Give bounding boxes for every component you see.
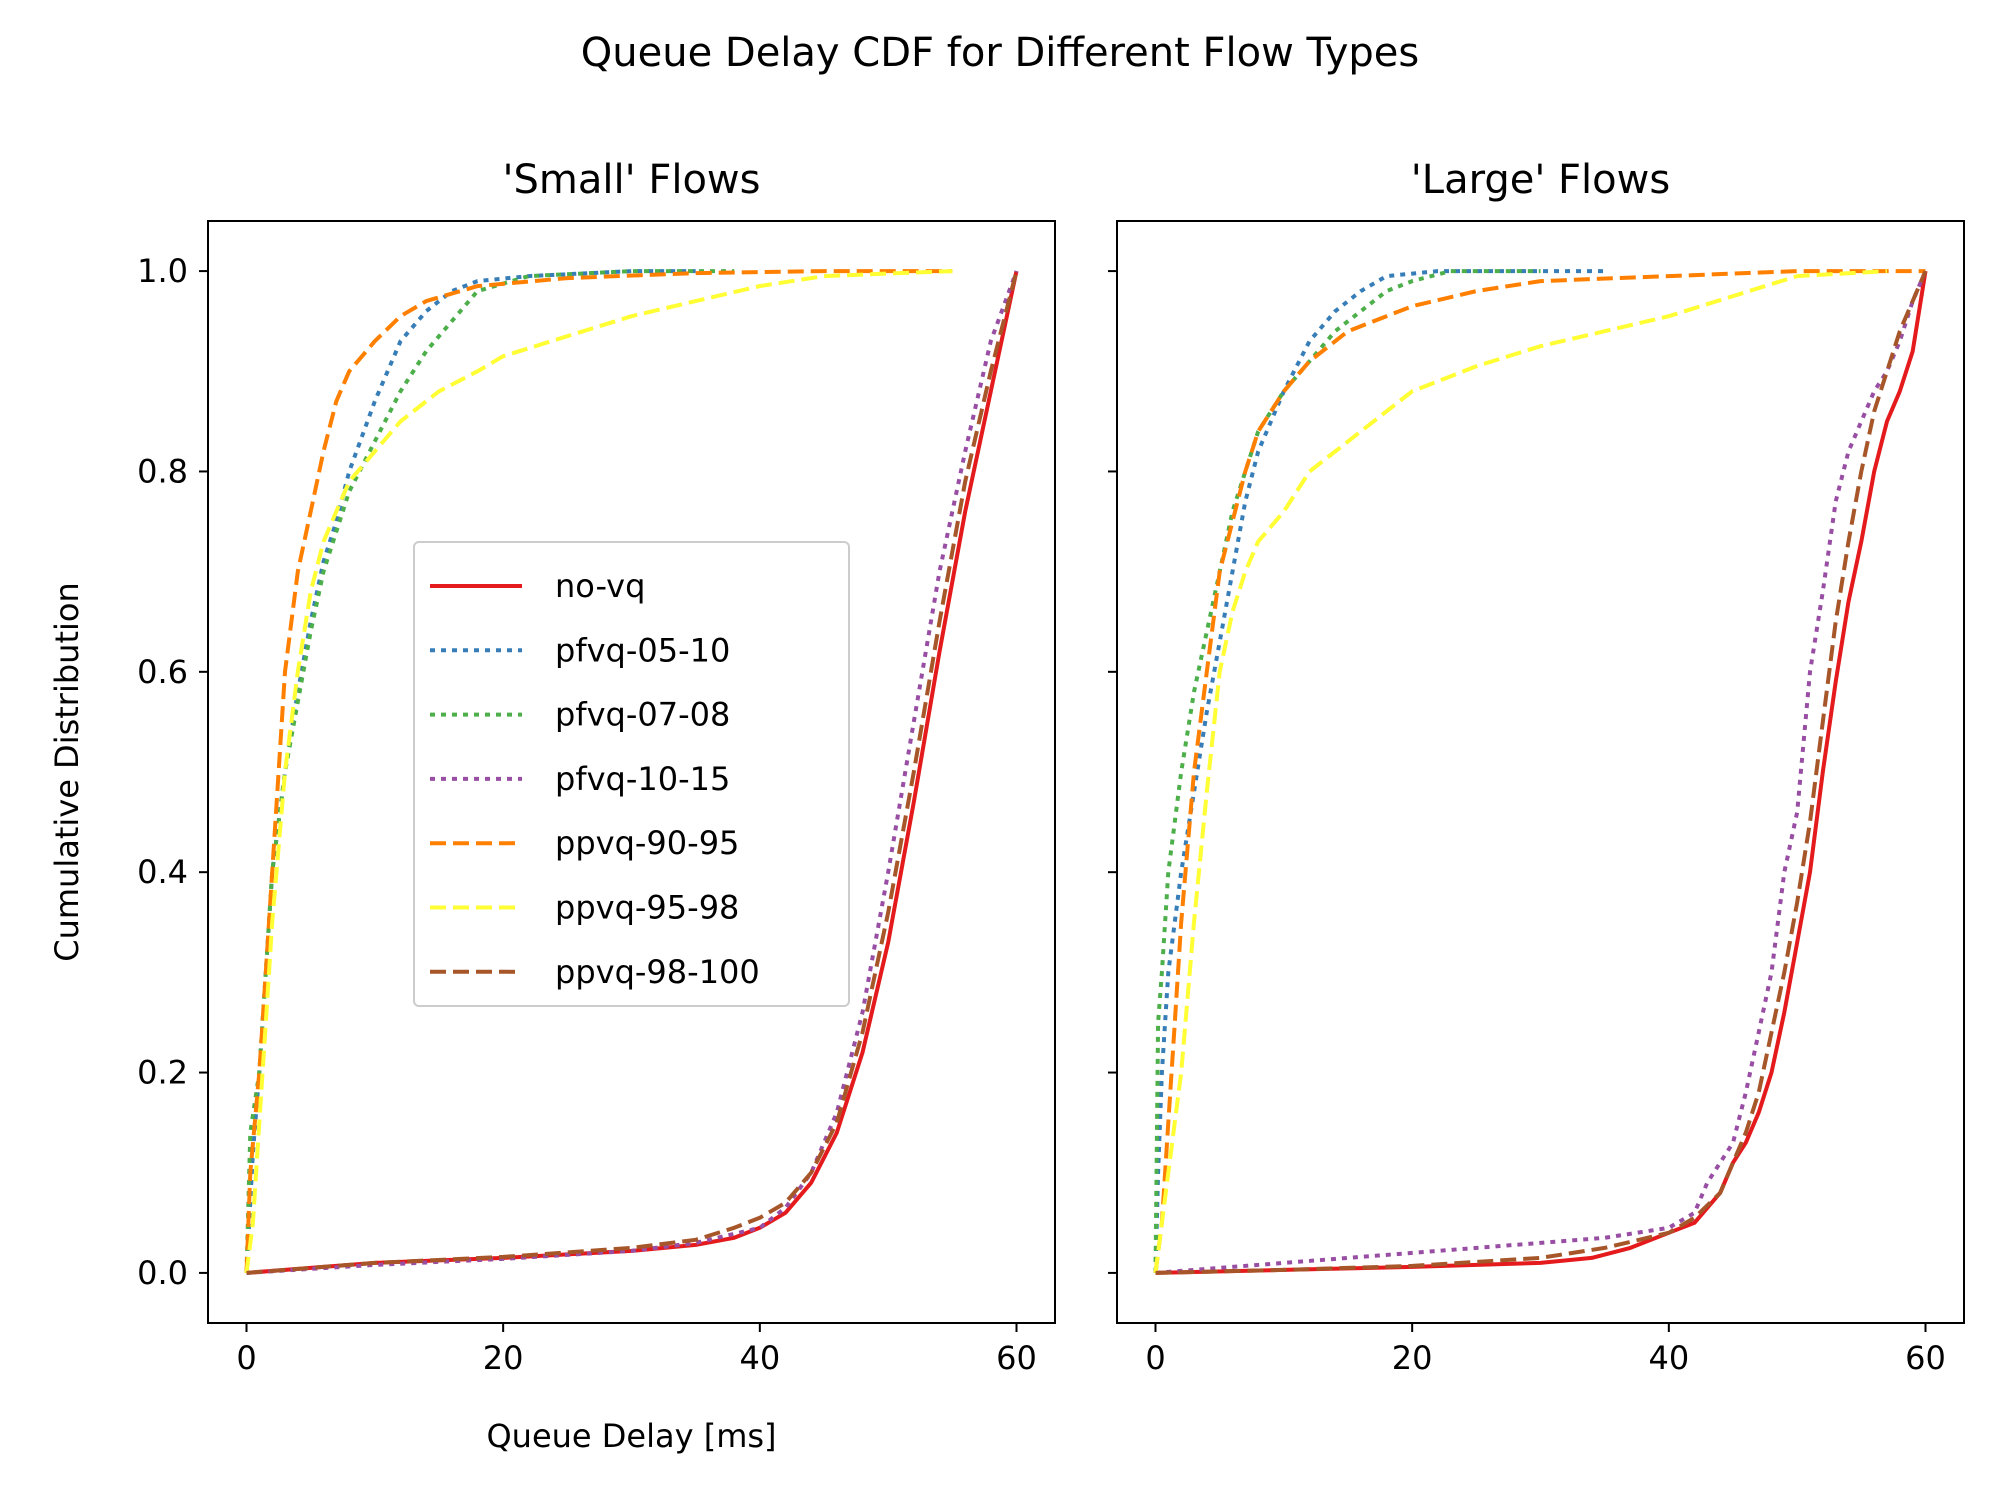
panel-title: 'Large' Flows xyxy=(1411,157,1670,203)
legend-label: pfvq-05-10 xyxy=(555,631,730,669)
series-line-ppvq-90-95 xyxy=(1153,269,1926,1274)
series-line-pfvq-05-10 xyxy=(1153,269,1605,1273)
legend-label: ppvq-98-100 xyxy=(555,953,760,991)
x-axis-label: Queue Delay [ms] xyxy=(486,1417,776,1455)
axes-frame xyxy=(207,220,1056,1324)
legend-label: pfvq-10-15 xyxy=(555,760,730,798)
series-line-ppvq-95-98 xyxy=(1153,269,1888,1274)
series-line-ppvq-90-95 xyxy=(244,269,953,1273)
panel-title: 'Small' Flows xyxy=(503,157,761,203)
x-tick-label: 40 xyxy=(1648,1339,1689,1377)
series-line-pfvq-10-15 xyxy=(1155,270,1928,1275)
y-tick-label: 0.0 xyxy=(137,1254,188,1292)
legend-item-ppvq-95-98: ppvq-95-98 xyxy=(430,889,739,927)
legend-item-ppvq-90-95: ppvq-90-95 xyxy=(430,824,739,862)
legend-label: no-vq xyxy=(555,567,645,605)
x-tick-label: 20 xyxy=(1392,1339,1433,1377)
series-line-ppvq-95-98 xyxy=(244,269,953,1274)
legend-label: pfvq-07-08 xyxy=(555,696,730,734)
legend-item-pfvq-05-10: pfvq-05-10 xyxy=(430,631,730,669)
y-tick-label: 0.6 xyxy=(137,653,188,691)
y-tick-label: 0.8 xyxy=(137,452,188,490)
y-axis-label: Cumulative Distribution xyxy=(48,582,86,962)
legend-label: ppvq-95-98 xyxy=(555,889,739,927)
x-tick-label: 40 xyxy=(739,1339,780,1377)
legend-item-ppvq-98-100: ppvq-98-100 xyxy=(430,953,760,991)
legend-label: ppvq-90-95 xyxy=(555,824,739,862)
x-tick-label: 0 xyxy=(236,1339,256,1377)
y-tick-label: 0.4 xyxy=(137,853,188,891)
legend-item-pfvq-07-08: pfvq-07-08 xyxy=(430,696,730,734)
panel-small-flows: 'Small' Flows 0 20 40 60 0.0 0.2 0.4 0.6 0.8 1.0 Qu… xyxy=(48,157,1056,1455)
axes-frame xyxy=(1116,220,1965,1324)
x-tick-label: 0 xyxy=(1145,1339,1165,1377)
panel-large-flows: 'Large' Flows 0 20 40 60 xyxy=(1108,157,1965,1377)
series-line-pfvq-10-15 xyxy=(246,270,1019,1275)
x-tick-label: 20 xyxy=(483,1339,524,1377)
legend: no-vq pfvq-05-10 pfvq-07-08 pfvq-10-15 ppvq-… xyxy=(413,541,850,1007)
legend-item-no-vq: no-vq xyxy=(430,567,645,605)
series-line-ppvq-98-100 xyxy=(246,270,1019,1275)
legend-box xyxy=(413,541,850,1007)
x-tick-label: 60 xyxy=(996,1339,1037,1377)
series-line-no-vq xyxy=(1155,270,1928,1275)
series-line-pfvq-07-08 xyxy=(1153,269,1541,1273)
series-group xyxy=(1153,269,1928,1275)
legend-item-pfvq-10-15: pfvq-10-15 xyxy=(430,760,730,798)
x-tick-label: 60 xyxy=(1905,1339,1946,1377)
figure-title: Queue Delay CDF for Different Flow Types xyxy=(581,30,1419,76)
y-tick-label: 0.2 xyxy=(137,1054,188,1092)
series-line-ppvq-98-100 xyxy=(1155,270,1928,1275)
series-group xyxy=(244,269,1019,1275)
y-tick-label: 1.0 xyxy=(137,252,188,290)
